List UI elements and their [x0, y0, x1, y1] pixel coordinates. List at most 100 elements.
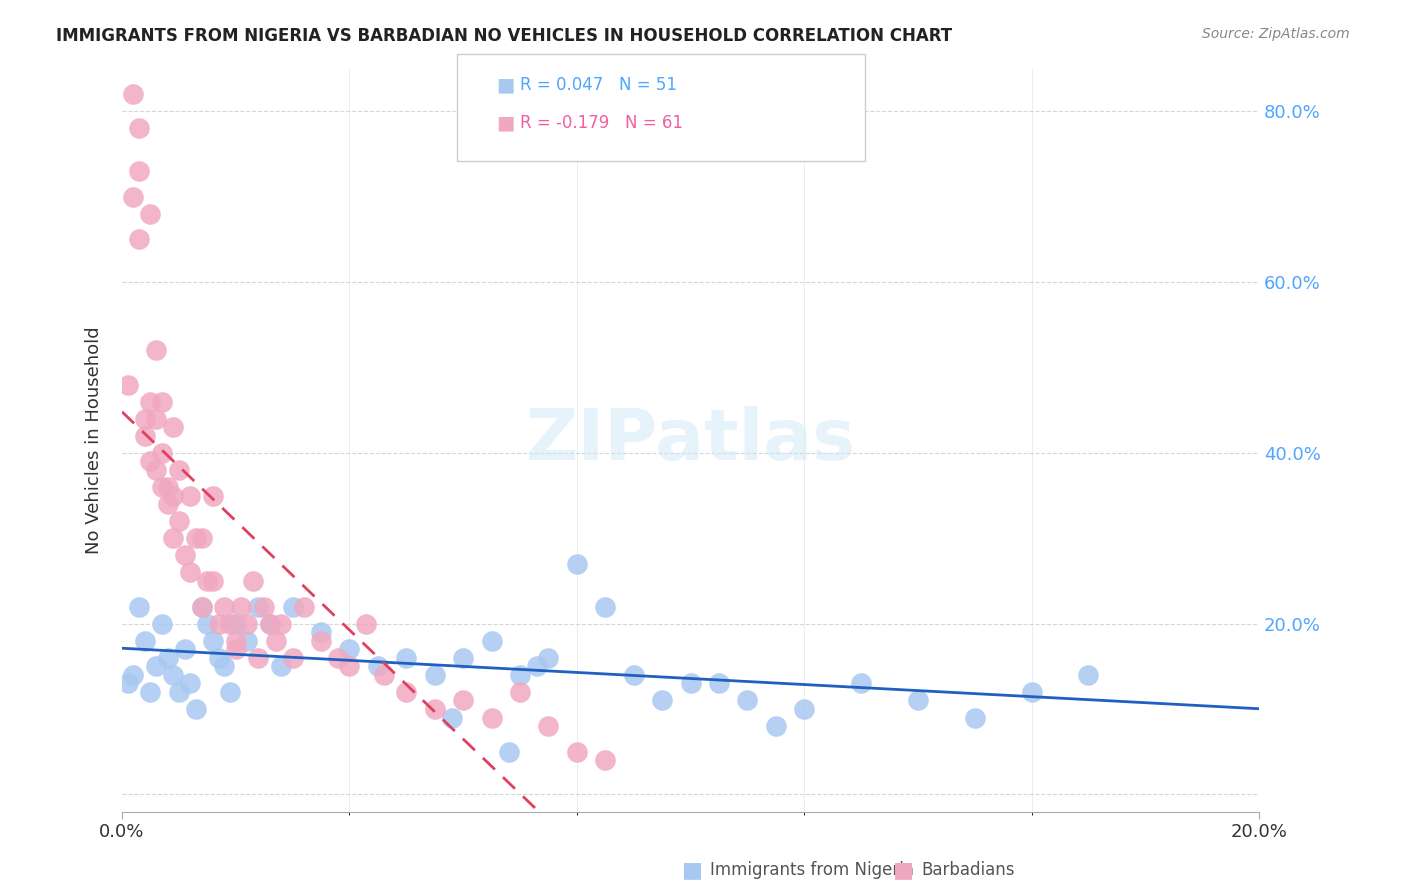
Point [150, 480, 173, 494]
Point [565, 745, 588, 759]
Point [565, 557, 588, 571]
Point [309, 625, 332, 640]
Point [139, 685, 162, 699]
Point [162, 420, 184, 434]
Point [242, 574, 264, 588]
Point [247, 599, 270, 614]
Point [225, 616, 247, 631]
Text: Source: ZipAtlas.com: Source: ZipAtlas.com [1202, 27, 1350, 41]
Point [253, 599, 276, 614]
Point [651, 693, 673, 707]
Point [1021, 685, 1043, 699]
Point [225, 642, 247, 657]
Point [167, 685, 190, 699]
Point [292, 599, 315, 614]
Point [128, 599, 150, 614]
Point [162, 668, 184, 682]
Point [139, 454, 162, 468]
Text: Barbadians: Barbadians [921, 861, 1015, 879]
Text: ■: ■ [496, 75, 515, 95]
Point [128, 121, 150, 136]
Point [208, 616, 231, 631]
Point [208, 650, 231, 665]
Point [145, 659, 167, 673]
Point [179, 676, 201, 690]
Point [214, 599, 236, 614]
Text: IMMIGRANTS FROM NIGERIA VS BARBADIAN NO VEHICLES IN HOUSEHOLD CORRELATION CHART: IMMIGRANTS FROM NIGERIA VS BARBADIAN NO … [56, 27, 952, 45]
Point [184, 531, 207, 545]
Point [134, 411, 156, 425]
Text: ZIPatlas: ZIPatlas [526, 406, 856, 475]
Point [270, 616, 292, 631]
Point [481, 633, 503, 648]
Point [309, 633, 332, 648]
Text: R = -0.179   N = 61: R = -0.179 N = 61 [520, 114, 683, 132]
Point [173, 549, 195, 563]
Point [214, 659, 236, 673]
Point [145, 463, 167, 477]
Point [451, 693, 474, 707]
Point [593, 599, 616, 614]
Point [509, 668, 531, 682]
Point [134, 633, 156, 648]
Point [537, 719, 560, 733]
Point [162, 489, 184, 503]
Point [122, 668, 145, 682]
Point [190, 531, 212, 545]
Point [167, 514, 190, 528]
Point [423, 668, 446, 682]
Point [231, 599, 253, 614]
Point [201, 489, 224, 503]
Y-axis label: No Vehicles in Household: No Vehicles in Household [86, 326, 103, 554]
Point [498, 745, 520, 759]
Point [259, 616, 281, 631]
Point [737, 693, 759, 707]
Point [128, 232, 150, 246]
Point [395, 650, 418, 665]
Point [440, 710, 463, 724]
Text: ■: ■ [496, 113, 515, 133]
Point [150, 616, 173, 631]
Point [373, 668, 395, 682]
Point [395, 685, 418, 699]
Point [117, 676, 139, 690]
Point [793, 702, 815, 716]
Point [219, 616, 242, 631]
Point [765, 719, 787, 733]
Point [264, 633, 287, 648]
Point [907, 693, 929, 707]
Point [122, 189, 145, 203]
Point [134, 429, 156, 443]
Point [139, 207, 162, 221]
Point [593, 753, 616, 767]
Point [117, 377, 139, 392]
Point [145, 343, 167, 358]
Point [849, 676, 872, 690]
Point [281, 650, 304, 665]
Point [201, 633, 224, 648]
Point [963, 710, 986, 724]
Point [162, 531, 184, 545]
Point [184, 702, 207, 716]
Point [179, 489, 201, 503]
Text: R = 0.047   N = 51: R = 0.047 N = 51 [520, 76, 678, 94]
Text: ■: ■ [682, 860, 703, 880]
Point [367, 659, 389, 673]
Point [356, 616, 378, 631]
Point [145, 411, 167, 425]
Point [190, 599, 212, 614]
Point [526, 659, 548, 673]
Point [509, 685, 531, 699]
Point [236, 633, 259, 648]
Point [167, 463, 190, 477]
Point [259, 616, 281, 631]
Point [423, 702, 446, 716]
Point [679, 676, 702, 690]
Point [179, 566, 201, 580]
Point [122, 87, 145, 102]
Point [537, 650, 560, 665]
Point [623, 668, 645, 682]
Point [156, 480, 179, 494]
Point [270, 659, 292, 673]
Point [247, 650, 270, 665]
